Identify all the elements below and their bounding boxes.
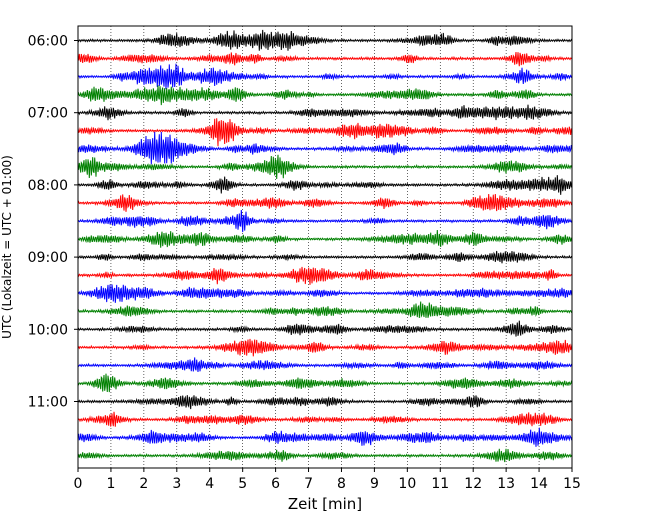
x-tick-label: 9 bbox=[370, 476, 379, 492]
y-tick-label: 07:00 bbox=[28, 106, 68, 122]
x-tick-label: 2 bbox=[139, 476, 148, 492]
x-tick-label: 5 bbox=[238, 476, 247, 492]
plot-frame bbox=[77, 25, 573, 469]
seismic-trace bbox=[77, 301, 573, 319]
seismic-trace bbox=[77, 51, 573, 67]
seismic-trace bbox=[77, 118, 573, 147]
seismic-trace bbox=[77, 320, 573, 337]
y-tick-label: 06:00 bbox=[28, 34, 68, 50]
x-tick-label: 4 bbox=[205, 476, 214, 492]
y-tick-label: 09:00 bbox=[28, 250, 68, 266]
seismic-trace bbox=[77, 154, 573, 179]
x-tick-label: 1 bbox=[106, 476, 115, 492]
x-tick-label: 11 bbox=[431, 476, 449, 492]
y-tick-label: 08:00 bbox=[28, 178, 68, 194]
seismic-trace bbox=[77, 175, 573, 195]
seismic-trace bbox=[77, 284, 573, 303]
x-tick-label: 15 bbox=[563, 476, 581, 492]
y-axis-ticks: 06:00 07:00 08:00 09:00 10:00 11:00 bbox=[28, 34, 78, 411]
y-axis-label: UTC (Lokalzeit = UTC + 01:00) bbox=[0, 155, 14, 339]
y-tick-label: 11:00 bbox=[28, 395, 68, 411]
seismic-trace bbox=[77, 357, 573, 373]
seismic-trace bbox=[77, 63, 573, 90]
x-tick-label: 7 bbox=[304, 476, 313, 492]
seismic-trace bbox=[77, 210, 573, 233]
seismic-trace bbox=[77, 266, 573, 285]
seismic-trace bbox=[77, 373, 573, 393]
x-tick-label: 6 bbox=[271, 476, 280, 492]
x-tick-label: 0 bbox=[74, 476, 83, 492]
seismic-trace bbox=[77, 230, 573, 248]
seismic-trace bbox=[77, 411, 573, 427]
x-tick-label: 12 bbox=[464, 476, 482, 492]
x-tick-label: 13 bbox=[497, 476, 515, 492]
seismic-trace bbox=[77, 395, 573, 410]
seismic-trace bbox=[77, 427, 573, 447]
x-tick-label: 14 bbox=[530, 476, 548, 492]
seismic-trace bbox=[77, 448, 573, 463]
x-tick-label: 10 bbox=[398, 476, 416, 492]
seismic-trace bbox=[77, 131, 573, 165]
x-tick-label: 3 bbox=[172, 476, 181, 492]
x-axis-label: Zeit [min] bbox=[288, 495, 362, 513]
seismic-trace bbox=[77, 29, 573, 51]
seismic-trace bbox=[77, 250, 573, 264]
seismic-trace bbox=[77, 193, 573, 212]
seismic-trace bbox=[77, 338, 573, 357]
y-tick-label: 10:00 bbox=[28, 322, 68, 338]
seismic-trace bbox=[77, 104, 573, 121]
seismic-trace bbox=[77, 85, 573, 106]
x-axis-ticks: 0 1 2 3 4 5 6 7 8 9 10 11 12 13 14 15 bbox=[74, 468, 581, 492]
x-tick-label: 8 bbox=[337, 476, 346, 492]
seismic-traces bbox=[77, 29, 573, 463]
